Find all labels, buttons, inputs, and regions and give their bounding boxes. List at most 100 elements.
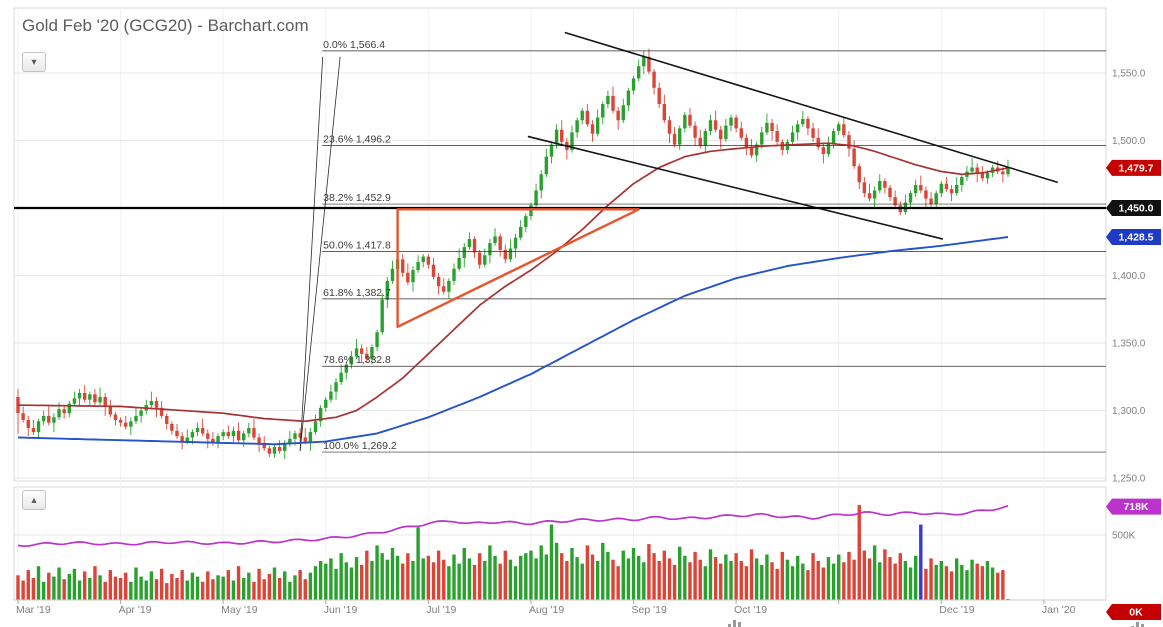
volume-bar xyxy=(170,574,174,600)
volume-bar xyxy=(872,545,877,600)
volume-bar xyxy=(754,558,759,600)
candle-body xyxy=(298,433,302,438)
candle-body xyxy=(508,248,513,260)
volume-bar xyxy=(724,554,728,600)
candle-body xyxy=(426,256,431,265)
candle-body xyxy=(929,198,933,204)
x-axis-label: Sep '19 xyxy=(632,604,667,616)
volume-bar xyxy=(272,567,277,600)
volume-bar xyxy=(226,570,231,600)
open-interest-badge-bg xyxy=(1106,498,1161,515)
candle-body xyxy=(703,131,708,146)
candle-body xyxy=(129,421,133,427)
volume-bar xyxy=(893,563,897,600)
volume-bar xyxy=(308,572,313,600)
volume-bar xyxy=(88,577,92,600)
candle-body xyxy=(678,128,682,145)
collapse-main-pane-button[interactable]: ▾ xyxy=(22,52,46,72)
candle-body xyxy=(401,259,405,273)
volume-bar xyxy=(693,551,697,600)
candle-body xyxy=(816,137,820,148)
candle-body xyxy=(139,410,143,416)
triangle-pattern xyxy=(396,208,640,328)
candle-body xyxy=(611,95,615,111)
price-tick-label: 1,500.0 xyxy=(1112,136,1146,147)
candle-body xyxy=(893,197,897,206)
candle-body xyxy=(831,131,836,144)
candle-body xyxy=(411,270,415,283)
candle-body xyxy=(503,249,508,260)
x-axis-label: Apr '19 xyxy=(119,604,152,616)
volume-bar xyxy=(303,579,307,600)
volume-bar xyxy=(765,554,769,600)
candle-body xyxy=(113,414,118,420)
panel-resize-icon[interactable] xyxy=(728,616,742,627)
volume-bar xyxy=(560,553,564,600)
candle-body xyxy=(872,190,877,199)
candle-body xyxy=(77,392,82,399)
trendline xyxy=(527,135,944,240)
volume-bar xyxy=(698,559,702,600)
volume-bar xyxy=(708,549,713,600)
price-tick-label: 1,350.0 xyxy=(1112,339,1146,350)
candle-body xyxy=(365,353,369,360)
volume-bar xyxy=(508,559,513,600)
candle-body xyxy=(954,185,959,194)
candle-body xyxy=(975,167,979,173)
candle-body xyxy=(247,428,251,434)
volume-bar xyxy=(944,566,949,600)
last-price-badge-bg xyxy=(1106,159,1161,176)
volume-bar xyxy=(36,566,41,600)
volume-bar xyxy=(493,555,497,600)
volume-bar xyxy=(241,577,246,600)
volume-bar xyxy=(626,558,631,600)
volume-pane[interactable] xyxy=(14,487,1106,600)
volume-bar xyxy=(118,577,123,600)
candle-body xyxy=(662,104,667,121)
candle-body xyxy=(693,125,697,138)
candle-body xyxy=(385,280,390,300)
volume-bar xyxy=(878,562,882,600)
candle-body xyxy=(236,430,241,441)
x-axis-label: Mar '19 xyxy=(16,604,51,616)
volume-bar xyxy=(949,571,954,600)
candle-body xyxy=(72,398,77,404)
collapse-volume-pane-button[interactable]: ▴ xyxy=(22,490,46,510)
candle-body xyxy=(149,401,154,406)
candle-body xyxy=(888,187,892,198)
candle-body xyxy=(349,356,354,365)
volume-bar xyxy=(349,567,354,600)
candle-body xyxy=(852,148,856,167)
volume-bar xyxy=(883,549,887,600)
panel-resize-icon[interactable] xyxy=(1131,618,1145,627)
candle-body xyxy=(488,243,492,256)
volume-bar xyxy=(929,558,933,600)
candle-body xyxy=(313,421,318,433)
volume-badge: 0K xyxy=(1106,604,1161,620)
volume-bar xyxy=(1006,598,1010,600)
volume-bar xyxy=(549,524,554,600)
volume-bar xyxy=(585,545,590,600)
volume-bar xyxy=(621,550,625,600)
candle-body xyxy=(775,131,779,142)
main-chart-pane[interactable] xyxy=(14,8,1106,481)
candle-body xyxy=(257,437,261,443)
candle-body xyxy=(939,183,944,194)
volume-bar xyxy=(636,555,641,600)
volume-bar xyxy=(580,563,584,600)
volume-bar xyxy=(518,555,523,600)
volume-bar xyxy=(857,505,861,600)
volume-bar xyxy=(452,554,456,600)
volume-bar xyxy=(411,561,415,600)
candle-body xyxy=(713,120,718,130)
candle-body xyxy=(324,399,328,408)
candle-body xyxy=(944,183,949,190)
candle-body xyxy=(960,176,964,186)
candle-body xyxy=(847,135,851,149)
volume-bar xyxy=(667,558,672,600)
volume-bar xyxy=(185,580,189,600)
volume-bar xyxy=(678,546,682,600)
candle-body xyxy=(667,120,672,134)
volume-tick-label: 500K xyxy=(1112,531,1136,542)
candle-body xyxy=(431,264,436,277)
